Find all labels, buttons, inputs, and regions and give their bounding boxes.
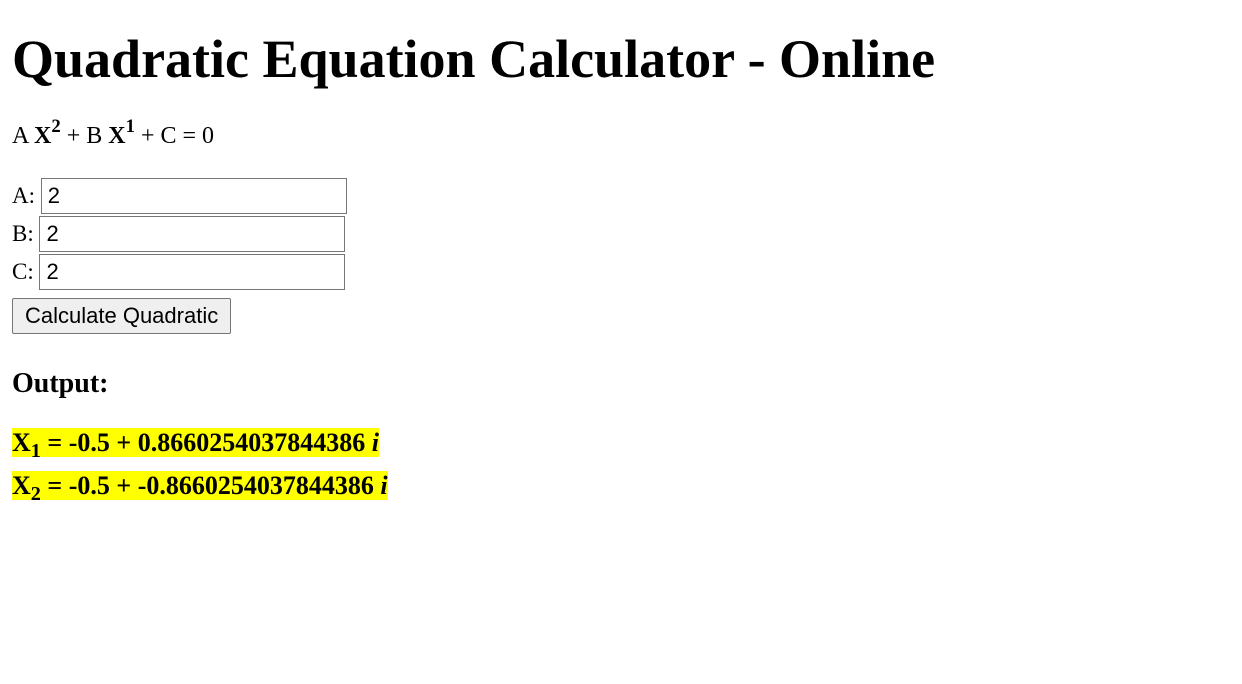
field-row-a: A: [12,178,1242,214]
result-x1-i: i [372,428,379,457]
input-a[interactable] [41,178,347,214]
equation-pow-1: 1 [126,116,135,137]
label-a: A: [12,183,41,208]
equation-coef-a: A [12,123,34,149]
field-row-c: C: [12,254,1242,290]
result-row-2: X2 = -0.5 + -0.8660254037844386 i [12,467,1242,510]
result-x2-sub: 2 [31,483,41,505]
result-x1-value: = -0.5 + 0.8660254037844386 [41,428,372,457]
result-row-1: X1 = -0.5 + 0.8660254037844386 i [12,424,1242,467]
equation-plus-b: + B [61,123,109,149]
result-x1-x: X [12,428,31,457]
result-x1-sub: 1 [31,440,41,462]
output-heading: Output: [12,368,1242,400]
page-title: Quadratic Equation Calculator - Online [12,28,1242,90]
result-x2-x: X [12,471,31,500]
label-b: B: [12,221,39,246]
result-x2: X2 = -0.5 + -0.8660254037844386 i [12,471,388,500]
label-c: C: [12,259,39,284]
equation-x-b: X [108,123,125,149]
field-row-b: B: [12,216,1242,252]
coefficients-form: A: B: C: Calculate Quadratic [12,178,1242,334]
equation-pow-2: 2 [51,116,60,137]
result-x2-value: = -0.5 + -0.8660254037844386 [41,471,380,500]
result-x1: X1 = -0.5 + 0.8660254037844386 i [12,428,379,457]
calculate-button[interactable]: Calculate Quadratic [12,298,231,334]
equation-x-a: X [34,123,51,149]
equation-formula: A X2 + B X1 + C = 0 [12,118,1242,150]
results-block: X1 = -0.5 + 0.8660254037844386 i X2 = -0… [12,424,1242,509]
equation-plus-c: + C = 0 [135,123,214,149]
input-b[interactable] [39,216,345,252]
input-c[interactable] [39,254,345,290]
result-x2-i: i [380,471,387,500]
